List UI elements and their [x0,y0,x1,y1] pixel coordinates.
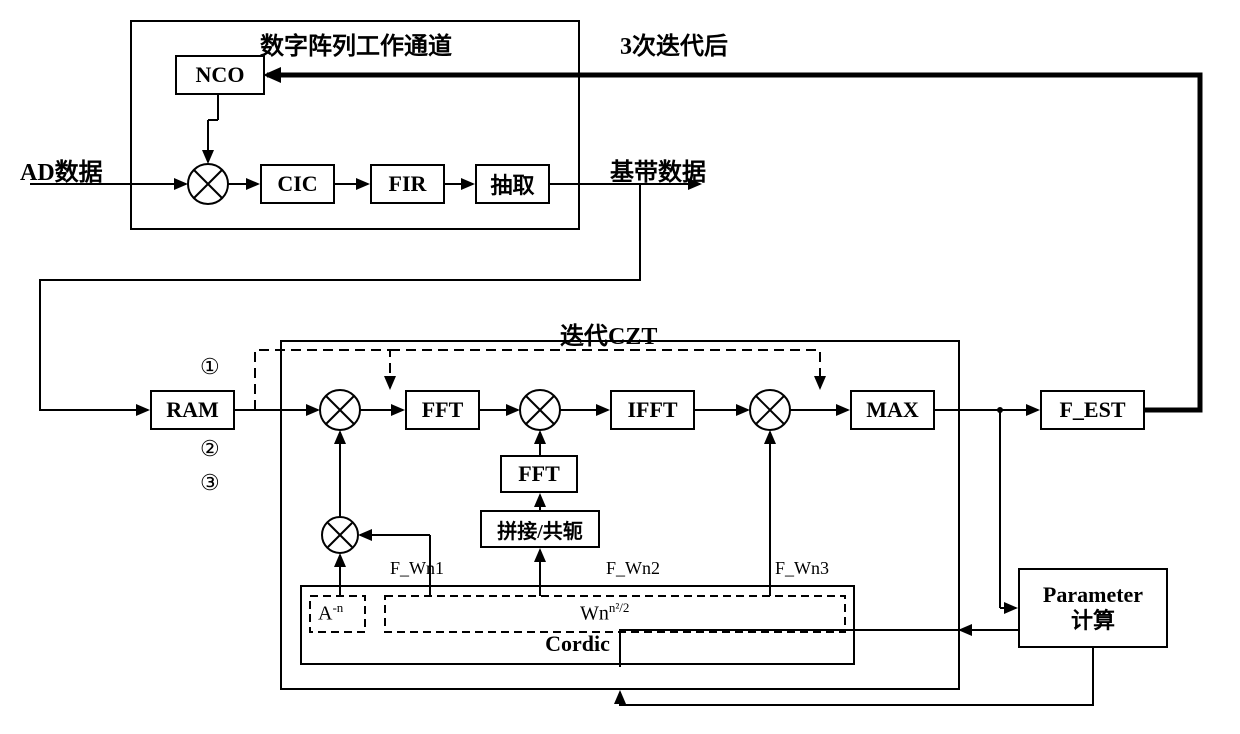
block-decim: 抽取 [475,164,550,204]
block-ram: RAM [150,390,235,430]
an-label: A-n [318,600,343,626]
circ-1: ① [200,354,220,380]
an-sup: -n [332,600,343,615]
block-param: Parameter 计算 [1018,568,1168,648]
block-param-l2: 计算 [1071,608,1115,634]
label-fwn1: F_Wn1 [390,558,444,579]
block-fest: F_EST [1040,390,1145,430]
circ-2: ② [200,436,220,462]
block-splice-label: 拼接/共轭 [497,515,583,544]
block-ifft-label: IFFT [627,397,677,423]
block-max: MAX [850,390,935,430]
an-base: A [318,603,332,625]
label-feedback: 3次迭代后 [620,26,728,61]
wn-label: Wnn²/2 [580,600,629,626]
block-fft2-label: FFT [518,461,560,487]
block-fest-label: F_EST [1059,397,1125,423]
block-max-label: MAX [866,397,919,423]
block-fir-label: FIR [389,171,427,197]
block-fft1: FFT [405,390,480,430]
wn-base: Wn [580,603,609,625]
block-cic-label: CIC [277,171,317,197]
label-ad-data: AD数据 [20,152,103,187]
block-fir: FIR [370,164,445,204]
block-fft1-label: FFT [422,397,464,423]
group-czt-title: 迭代CZT [560,316,657,351]
block-cordic: Cordic [300,585,855,665]
group-top-title: 数字阵列工作通道 [260,26,452,61]
block-nco-label: NCO [196,62,245,88]
block-fft2: FFT [500,455,578,493]
wn-sup: n²/2 [609,600,630,615]
block-ifft: IFFT [610,390,695,430]
block-cic: CIC [260,164,335,204]
block-nco: NCO [175,55,265,95]
label-fwn3: F_Wn3 [775,558,829,579]
block-ram-label: RAM [166,397,219,423]
circ-3: ③ [200,470,220,496]
block-decim-label: 抽取 [490,168,534,200]
label-baseband: 基带数据 [610,152,706,187]
block-cordic-label: Cordic [545,631,610,657]
block-splice: 拼接/共轭 [480,510,600,548]
label-fwn2: F_Wn2 [606,558,660,579]
block-param-l1: Parameter [1043,582,1143,608]
